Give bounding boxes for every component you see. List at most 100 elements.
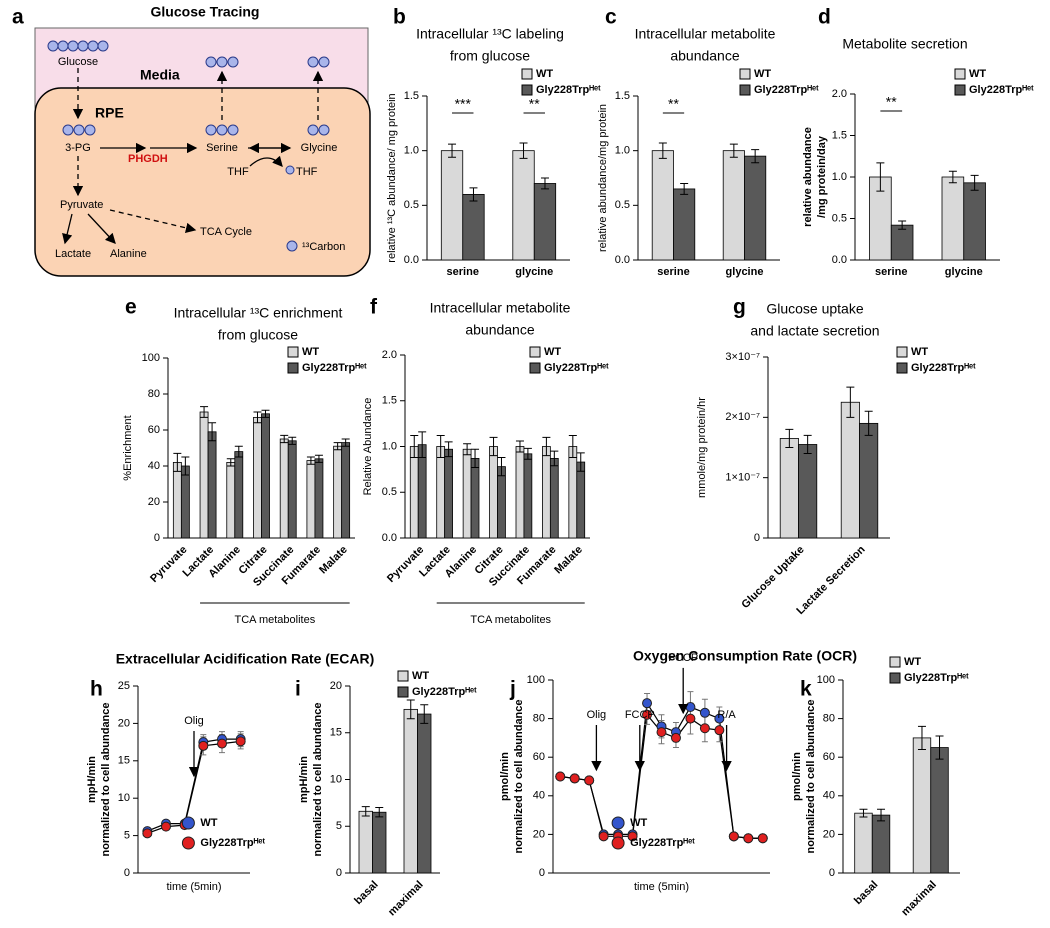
legend-label: WT xyxy=(412,670,429,682)
error-bar xyxy=(935,735,944,760)
section-heading: Oxygen Consumption Rate (OCR) xyxy=(633,648,857,664)
y-tick-label: 5 xyxy=(336,820,342,832)
y-axis-label: mmole/mg protein/hr xyxy=(696,397,708,498)
chart-title: abundance xyxy=(670,48,740,64)
bar xyxy=(930,747,949,874)
arrows xyxy=(62,68,324,245)
y-tick-label: 0 xyxy=(829,867,835,879)
legend-marker xyxy=(611,836,625,850)
bar xyxy=(333,445,343,539)
y-tick-label: 15 xyxy=(118,755,130,767)
y-tick-label: 0.5 xyxy=(832,212,847,224)
panel-letter: f xyxy=(370,296,378,319)
bar xyxy=(941,176,965,261)
error-bar xyxy=(261,409,270,418)
bar xyxy=(341,442,351,539)
point xyxy=(598,831,609,842)
bar xyxy=(470,457,480,539)
y-tick-label: 0.0 xyxy=(382,532,397,544)
enzyme-label: PHGDH xyxy=(128,153,168,165)
chart-title: from glucose xyxy=(450,48,530,64)
y-axis-label: Relative Abundance xyxy=(362,398,374,496)
y-tick-label: 0.0 xyxy=(832,254,847,266)
chart: k pmol/min normalized to cell abundance 0 20… xyxy=(791,656,969,918)
point xyxy=(656,727,667,738)
error-bar xyxy=(208,422,217,442)
bar xyxy=(417,713,432,874)
y-tick-label: 60 xyxy=(148,424,160,436)
x-tick-label: serine xyxy=(657,266,689,278)
bar xyxy=(568,446,578,539)
panel-letter: g xyxy=(733,296,746,319)
error-bar xyxy=(288,436,297,445)
y-tick-label: 80 xyxy=(148,388,160,400)
chart: c Intracellular metabolite abundance relati… xyxy=(597,6,819,278)
legend-label: Gly228Trpᴴᵉᵗ xyxy=(536,84,601,96)
legend-label: Gly228Trpᴴᵉᵗ xyxy=(911,362,976,374)
panel-letter: d xyxy=(818,6,831,29)
error-bar xyxy=(846,386,855,418)
error-bar xyxy=(436,435,445,458)
bar xyxy=(515,446,525,539)
panel-letter: b xyxy=(393,6,406,29)
media-label: Media xyxy=(140,67,180,83)
legend-label: Gly228Trpᴴᵉᵗ xyxy=(412,686,477,698)
bar xyxy=(744,155,767,261)
legend-swatch xyxy=(954,84,966,96)
legend-swatch xyxy=(397,670,409,682)
alanine-label: Alanine xyxy=(110,248,147,260)
y-tick-label: 10 xyxy=(118,792,130,804)
legend-label: Gly228Trpᴴᵉᵗ xyxy=(302,362,367,374)
error-bar xyxy=(876,162,885,192)
y-tick-label: 40 xyxy=(823,790,835,802)
error-bar xyxy=(418,431,427,458)
y-tick-label: 0 xyxy=(124,867,130,879)
error-bar xyxy=(226,458,235,467)
bar xyxy=(722,150,745,261)
tca-label: TCA Cycle xyxy=(200,226,252,238)
y-tick-label: 20 xyxy=(148,496,160,508)
chart-title: and lactate secretion xyxy=(750,323,879,339)
legend-label: Gly228Trpᴴᵉᵗ xyxy=(200,837,265,849)
y-tick-label: 20 xyxy=(118,717,130,729)
error-bar xyxy=(519,142,528,159)
error-bar xyxy=(864,410,873,436)
y-tick-label: 60 xyxy=(823,751,835,763)
y-tick-label: 1.5 xyxy=(832,129,847,141)
y-tick-label: 0.0 xyxy=(615,254,630,266)
legend-swatch xyxy=(397,686,409,698)
bar xyxy=(533,183,557,261)
y-tick-label: 1.0 xyxy=(404,145,419,157)
chart: g Glucose uptake and lactate secretion mmol… xyxy=(696,296,976,617)
point xyxy=(699,707,710,718)
y-tick-label: 25 xyxy=(118,680,130,692)
legend-swatch xyxy=(521,84,533,96)
error-bar xyxy=(877,808,886,822)
panel-letter: i xyxy=(295,678,301,701)
chart-title: Intracellular metabolite xyxy=(635,26,776,42)
point xyxy=(642,698,653,709)
point xyxy=(757,833,768,844)
x-tick-label: Pyruvate xyxy=(148,544,189,585)
point xyxy=(584,775,595,786)
group-label: TCA metabolites xyxy=(470,614,551,626)
y-tick-label: 0 xyxy=(336,867,342,879)
error-bar xyxy=(729,143,738,158)
point xyxy=(670,732,681,743)
chart: d Metabolite secretion relative abundance /… xyxy=(802,6,1034,278)
panel-letter: e xyxy=(125,296,137,319)
x-tick-label: glycine xyxy=(945,266,983,278)
y-tick-label: 40 xyxy=(533,790,545,802)
error-bar xyxy=(859,808,868,818)
point xyxy=(161,821,171,832)
error-bar xyxy=(550,450,559,467)
chart-title: Glucose uptake xyxy=(766,301,863,317)
chart-title: abundance xyxy=(465,322,535,338)
error-bar xyxy=(898,220,907,230)
bar xyxy=(180,465,190,539)
bar xyxy=(890,224,914,261)
bar xyxy=(372,811,387,874)
y-tick-label: 20 xyxy=(330,680,342,692)
point xyxy=(743,833,754,844)
error-bar xyxy=(253,411,262,424)
